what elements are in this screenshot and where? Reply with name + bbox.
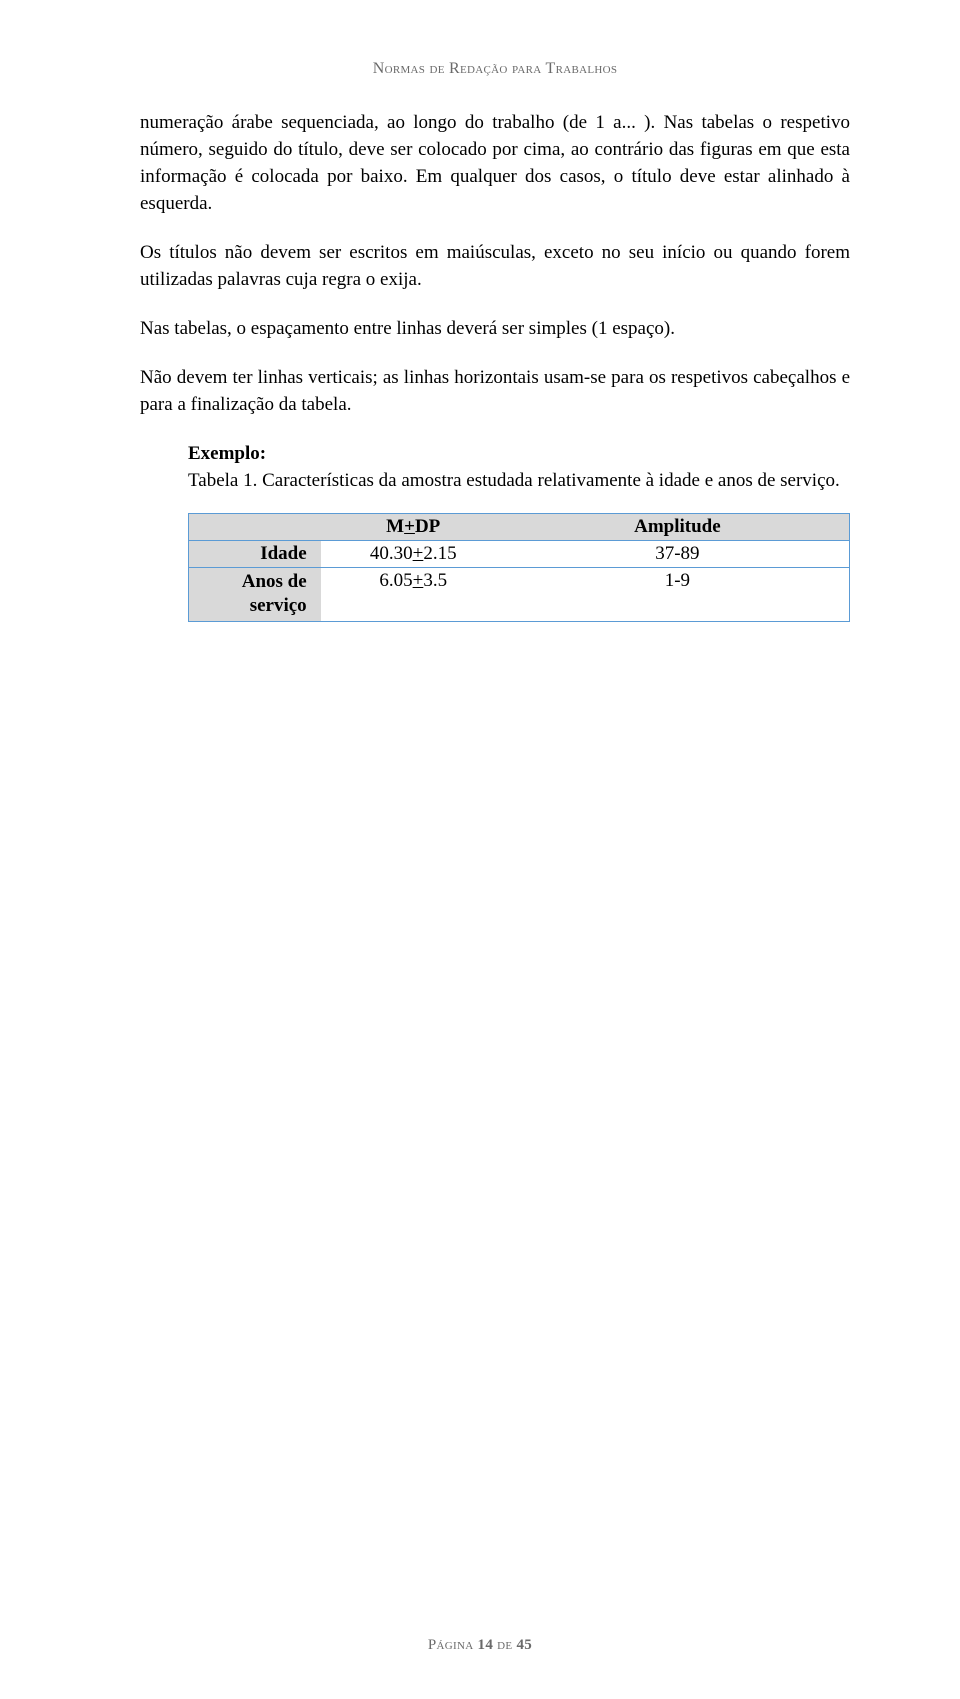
footer-total: 45 xyxy=(517,1637,533,1653)
table-row: Idade 40.30+2.15 37-89 xyxy=(189,540,850,567)
table-header-row: M+DP Amplitude xyxy=(189,513,850,540)
paragraph-1: numeração árabe sequenciada, ao longo do… xyxy=(140,110,850,218)
mdp-b: 2.15 xyxy=(423,543,456,564)
cell-mdp-idade: 40.30+2.15 xyxy=(321,540,506,567)
footer-mid: de xyxy=(493,1637,516,1653)
paragraph-4: Não devem ter linhas verticais; as linha… xyxy=(140,365,850,419)
row-label-idade: Idade xyxy=(189,540,321,567)
example-table: M+DP Amplitude Idade 40.30+2.15 37-89 An… xyxy=(188,513,850,622)
table-row: Anos de serviço 6.05+3.5 1-9 xyxy=(189,567,850,621)
example-caption: Tabela 1. Características da amostra est… xyxy=(188,468,850,495)
paragraph-3: Nas tabelas, o espaçamento entre linhas … xyxy=(140,316,850,343)
table-header-blank xyxy=(189,513,321,540)
example-block: Exemplo: Tabela 1. Características da am… xyxy=(188,441,850,495)
row-label-anos: Anos de serviço xyxy=(189,567,321,621)
mdp-m: M xyxy=(386,516,404,537)
mdp-pm: + xyxy=(413,543,424,564)
mdp-plus: + xyxy=(404,516,415,537)
paragraph-2: Os títulos não devem ser escritos em mai… xyxy=(140,240,850,294)
page-footer: Página 14 de 45 xyxy=(0,1637,960,1654)
mdp-pm: + xyxy=(413,570,424,591)
mdp-b: 3.5 xyxy=(423,570,447,591)
label-line2: serviço xyxy=(250,595,307,616)
example-label: Exemplo: xyxy=(188,441,850,468)
footer-page: 14 xyxy=(478,1637,494,1653)
label-line1: Anos de xyxy=(242,571,307,592)
table-header-mdp: M+DP xyxy=(321,513,506,540)
mdp-dp: DP xyxy=(415,516,440,537)
table-header-amplitude: Amplitude xyxy=(506,513,850,540)
cell-amp-idade: 37-89 xyxy=(506,540,850,567)
mdp-a: 40.30 xyxy=(370,543,413,564)
cell-mdp-anos: 6.05+3.5 xyxy=(321,567,506,621)
footer-pre: Página xyxy=(428,1637,478,1653)
example-table-wrap: M+DP Amplitude Idade 40.30+2.15 37-89 An… xyxy=(188,513,850,622)
cell-amp-anos: 1-9 xyxy=(506,567,850,621)
mdp-a: 6.05 xyxy=(379,570,412,591)
page-header: Normas de Redação para Trabalhos xyxy=(140,60,850,78)
